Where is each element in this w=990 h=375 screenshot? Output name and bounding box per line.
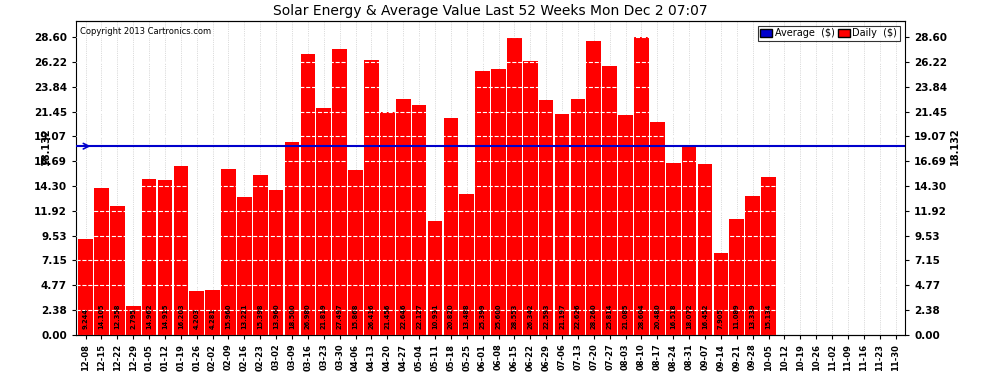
Bar xyxy=(491,69,506,334)
Text: 15.960: 15.960 xyxy=(226,304,232,330)
Text: 13.960: 13.960 xyxy=(273,304,279,330)
Text: 13.339: 13.339 xyxy=(749,304,755,330)
Text: 13.488: 13.488 xyxy=(463,304,469,330)
Bar xyxy=(221,169,236,334)
Text: 16.518: 16.518 xyxy=(670,304,676,330)
Bar xyxy=(570,99,585,334)
Text: 22.593: 22.593 xyxy=(544,304,549,330)
Bar xyxy=(523,61,538,334)
Bar xyxy=(301,54,315,334)
Bar xyxy=(698,164,712,334)
Bar xyxy=(475,70,490,334)
Text: 28.553: 28.553 xyxy=(512,304,518,330)
Title: Solar Energy & Average Value Last 52 Weeks Mon Dec 2 07:07: Solar Energy & Average Value Last 52 Wee… xyxy=(273,4,708,18)
Text: 18.132: 18.132 xyxy=(949,128,960,165)
Bar xyxy=(173,166,188,334)
Text: 22.646: 22.646 xyxy=(400,304,406,330)
Text: 28.604: 28.604 xyxy=(639,304,644,330)
Legend: Average  ($), Daily  ($): Average ($), Daily ($) xyxy=(757,26,900,41)
Text: 9.244: 9.244 xyxy=(82,309,88,330)
Bar xyxy=(364,60,379,334)
Text: 20.480: 20.480 xyxy=(654,304,660,330)
Text: 4.203: 4.203 xyxy=(194,309,200,330)
Text: 22.626: 22.626 xyxy=(575,304,581,330)
Bar xyxy=(285,142,299,334)
Bar xyxy=(317,108,331,334)
Bar xyxy=(157,180,172,334)
Bar xyxy=(110,206,125,334)
Text: 21.456: 21.456 xyxy=(384,304,390,330)
Bar xyxy=(78,238,93,334)
Text: 15.868: 15.868 xyxy=(352,304,358,330)
Text: 15.134: 15.134 xyxy=(765,304,771,330)
Bar xyxy=(745,196,760,334)
Bar xyxy=(380,112,395,334)
Bar xyxy=(459,195,474,334)
Text: 16.203: 16.203 xyxy=(178,304,184,330)
Text: 21.085: 21.085 xyxy=(623,304,629,330)
Bar xyxy=(269,189,283,334)
Text: 4.281: 4.281 xyxy=(210,309,216,330)
Text: 15.398: 15.398 xyxy=(257,304,263,330)
Text: 26.416: 26.416 xyxy=(368,304,374,330)
Text: 26.342: 26.342 xyxy=(528,304,534,330)
Bar xyxy=(554,114,569,334)
Text: 18.132: 18.132 xyxy=(41,128,50,165)
Bar xyxy=(586,41,601,334)
Text: 11.089: 11.089 xyxy=(734,304,740,330)
Bar xyxy=(189,291,204,334)
Bar xyxy=(205,290,220,334)
Bar xyxy=(428,221,443,334)
Bar xyxy=(507,38,522,334)
Text: 27.497: 27.497 xyxy=(337,304,343,330)
Bar xyxy=(237,197,251,334)
Text: 25.814: 25.814 xyxy=(607,304,613,330)
Bar xyxy=(142,179,156,334)
Bar xyxy=(761,177,776,334)
Bar xyxy=(348,170,363,334)
Text: 7.905: 7.905 xyxy=(718,309,724,330)
Bar xyxy=(396,99,411,334)
Bar xyxy=(619,116,633,334)
Bar xyxy=(602,66,617,335)
Text: 25.600: 25.600 xyxy=(496,304,502,330)
Text: 18.500: 18.500 xyxy=(289,304,295,330)
Text: 2.795: 2.795 xyxy=(131,309,137,330)
Bar xyxy=(635,38,648,334)
Text: 14.962: 14.962 xyxy=(147,304,152,330)
Bar xyxy=(444,118,458,334)
Text: 18.072: 18.072 xyxy=(686,304,692,330)
Bar xyxy=(650,122,664,334)
Bar xyxy=(412,105,427,334)
Text: 25.399: 25.399 xyxy=(479,304,486,330)
Text: 28.260: 28.260 xyxy=(591,304,597,330)
Bar xyxy=(94,188,109,334)
Text: Copyright 2013 Cartronics.com: Copyright 2013 Cartronics.com xyxy=(80,27,211,36)
Text: 21.819: 21.819 xyxy=(321,304,327,330)
Text: 10.931: 10.931 xyxy=(432,304,438,330)
Text: 20.820: 20.820 xyxy=(447,304,453,330)
Text: 14.915: 14.915 xyxy=(162,304,168,330)
Bar xyxy=(126,306,141,334)
Bar xyxy=(714,252,729,334)
Text: 12.358: 12.358 xyxy=(114,304,121,330)
Bar xyxy=(333,49,346,334)
Bar xyxy=(666,163,680,334)
Bar xyxy=(730,219,744,334)
Text: 13.221: 13.221 xyxy=(242,304,248,330)
Text: 22.127: 22.127 xyxy=(416,304,422,330)
Text: 16.452: 16.452 xyxy=(702,304,708,330)
Bar xyxy=(682,147,696,334)
Bar xyxy=(253,175,267,334)
Text: 26.980: 26.980 xyxy=(305,304,311,330)
Text: 21.197: 21.197 xyxy=(559,304,565,330)
Bar xyxy=(539,100,553,334)
Text: 14.105: 14.105 xyxy=(98,304,104,330)
